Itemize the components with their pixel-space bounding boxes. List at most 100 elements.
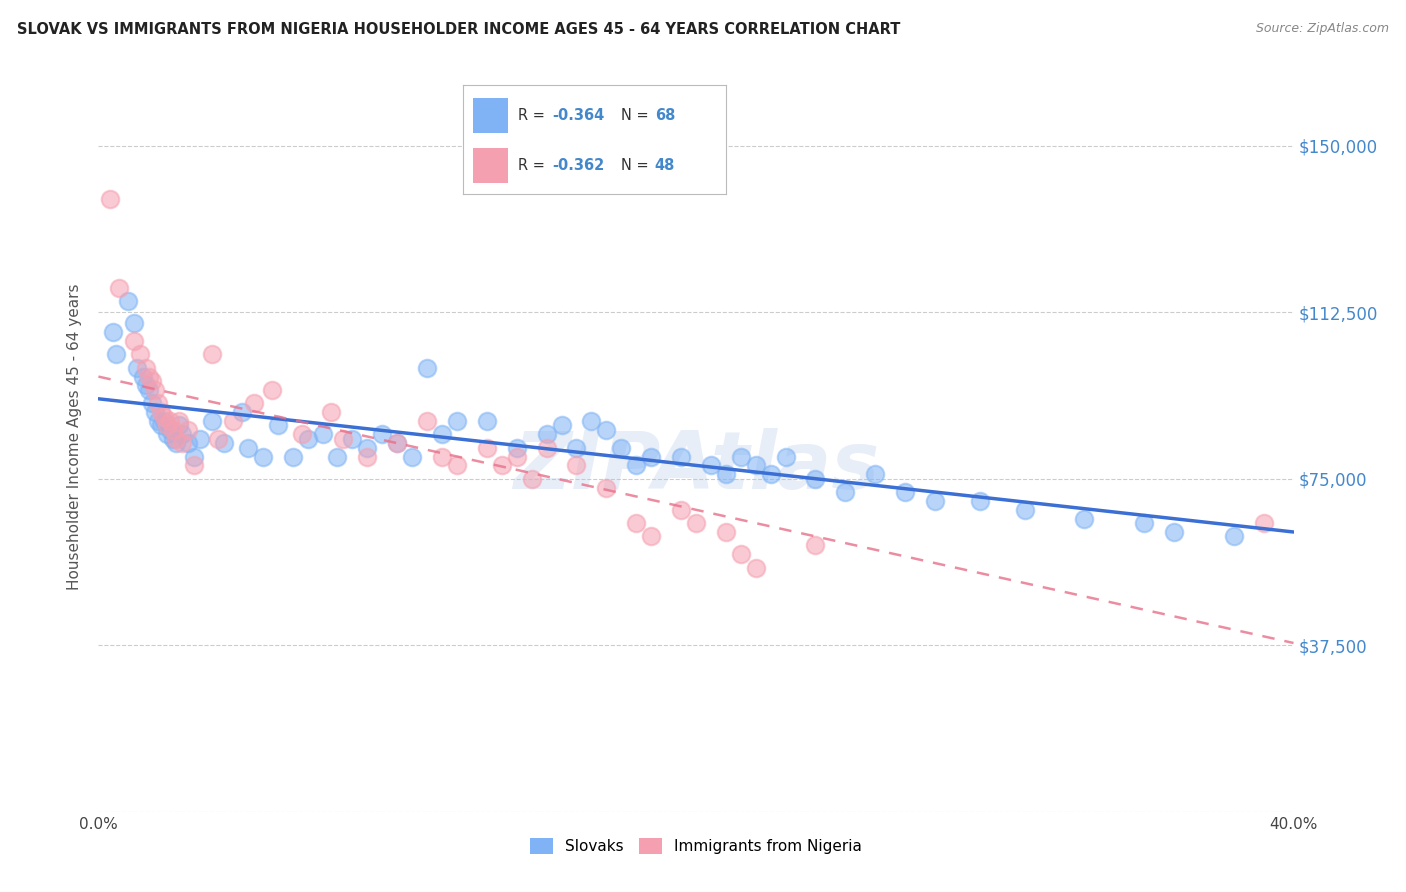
Point — [105, 347, 128, 361]
Point — [416, 414, 439, 428]
Point — [138, 369, 160, 384]
Point — [236, 441, 259, 455]
Text: Source: ZipAtlas.com: Source: ZipAtlas.com — [1256, 22, 1389, 36]
Point — [730, 547, 752, 561]
Point — [260, 383, 283, 397]
Point — [326, 450, 349, 464]
Point — [291, 427, 314, 442]
Point — [1163, 524, 1185, 539]
Point — [141, 374, 163, 388]
Point — [153, 409, 176, 424]
Point — [626, 458, 648, 473]
Point — [153, 414, 176, 428]
Point — [117, 294, 139, 309]
Point — [640, 529, 662, 543]
Point — [132, 369, 155, 384]
Point — [183, 450, 205, 464]
Point — [565, 441, 588, 455]
Point — [162, 432, 184, 446]
Point — [103, 325, 125, 339]
Point — [894, 485, 917, 500]
Point — [430, 427, 453, 442]
Point — [267, 418, 290, 433]
Point — [252, 450, 274, 464]
Point — [177, 423, 200, 437]
Point — [201, 414, 224, 428]
Point — [243, 396, 266, 410]
Point — [685, 516, 707, 530]
Point — [332, 432, 354, 446]
Point — [165, 436, 187, 450]
Point — [714, 467, 737, 482]
Point — [127, 360, 149, 375]
Point — [231, 405, 253, 419]
Point — [321, 405, 343, 419]
Point — [124, 316, 146, 330]
Point — [371, 427, 394, 442]
Point — [745, 458, 768, 473]
Point — [1014, 503, 1036, 517]
Point — [311, 427, 333, 442]
Point — [595, 423, 617, 437]
Point — [342, 432, 364, 446]
Point — [430, 450, 453, 464]
Point — [475, 441, 498, 455]
Point — [188, 432, 211, 446]
Point — [595, 481, 617, 495]
Point — [924, 494, 946, 508]
Point — [775, 450, 797, 464]
Text: SLOVAK VS IMMIGRANTS FROM NIGERIA HOUSEHOLDER INCOME AGES 45 - 64 YEARS CORRELAT: SLOVAK VS IMMIGRANTS FROM NIGERIA HOUSEH… — [17, 22, 900, 37]
Point — [108, 281, 131, 295]
Point — [865, 467, 887, 482]
Point — [730, 450, 752, 464]
Point — [1133, 516, 1156, 530]
Point — [416, 360, 439, 375]
Point — [506, 441, 529, 455]
Point — [385, 436, 409, 450]
Point — [172, 436, 194, 450]
Point — [138, 383, 160, 397]
Point — [1253, 516, 1275, 530]
Point — [201, 347, 224, 361]
Point — [550, 418, 572, 433]
Point — [281, 450, 304, 464]
Point — [165, 432, 187, 446]
Point — [141, 396, 163, 410]
Point — [446, 458, 468, 473]
Point — [156, 427, 179, 442]
Point — [167, 418, 190, 433]
Point — [759, 467, 782, 482]
Point — [129, 347, 152, 361]
Point — [156, 418, 179, 433]
Point — [520, 472, 543, 486]
Point — [804, 472, 827, 486]
Point — [150, 405, 173, 419]
Point — [669, 503, 692, 517]
Point — [536, 427, 558, 442]
Point — [159, 414, 181, 428]
Y-axis label: Householder Income Ages 45 - 64 years: Householder Income Ages 45 - 64 years — [67, 284, 83, 591]
Point — [143, 383, 166, 397]
Point — [669, 450, 692, 464]
Point — [135, 378, 157, 392]
Point — [143, 405, 166, 419]
Point — [700, 458, 723, 473]
Point — [565, 458, 588, 473]
Point — [1223, 529, 1246, 543]
Legend: Slovaks, Immigrants from Nigeria: Slovaks, Immigrants from Nigeria — [524, 832, 868, 860]
Point — [640, 450, 662, 464]
Point — [385, 436, 409, 450]
Point — [491, 458, 513, 473]
Point — [207, 432, 229, 446]
Point — [124, 334, 146, 348]
Point — [356, 441, 378, 455]
Point — [745, 560, 768, 574]
Point — [150, 418, 173, 433]
Point — [506, 450, 529, 464]
Point — [834, 485, 856, 500]
Point — [446, 414, 468, 428]
Point — [177, 436, 200, 450]
Point — [167, 414, 190, 428]
Point — [610, 441, 633, 455]
Point — [297, 432, 319, 446]
